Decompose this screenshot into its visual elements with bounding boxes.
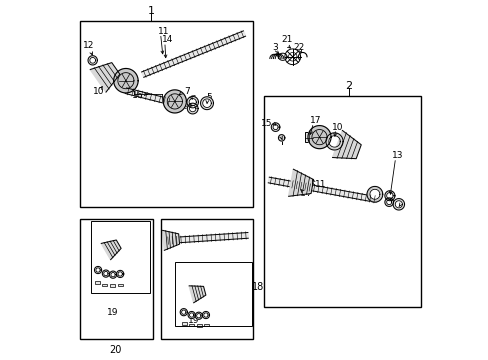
Polygon shape — [384, 198, 393, 206]
Polygon shape — [332, 130, 361, 159]
Polygon shape — [202, 311, 209, 319]
Text: 4: 4 — [398, 201, 404, 210]
Polygon shape — [187, 103, 198, 114]
Polygon shape — [116, 270, 123, 278]
Bar — [80, 21, 253, 207]
Polygon shape — [307, 126, 330, 149]
Polygon shape — [272, 125, 278, 130]
Polygon shape — [118, 272, 122, 276]
Bar — [182, 322, 186, 325]
Text: 11: 11 — [314, 180, 325, 189]
Text: 17: 17 — [309, 116, 321, 125]
Text: 22: 22 — [293, 42, 304, 51]
Bar — [80, 219, 153, 339]
Text: 18: 18 — [251, 282, 264, 292]
Polygon shape — [200, 97, 213, 110]
Bar — [110, 284, 115, 287]
Bar — [197, 324, 201, 327]
Text: 13: 13 — [391, 151, 402, 160]
Bar — [264, 96, 421, 307]
Bar — [102, 284, 107, 287]
Text: 12: 12 — [82, 41, 94, 50]
Polygon shape — [196, 314, 201, 318]
Polygon shape — [384, 191, 394, 201]
Text: 2: 2 — [345, 81, 352, 91]
Polygon shape — [325, 133, 343, 150]
Text: 19: 19 — [106, 308, 118, 317]
Bar — [175, 262, 251, 327]
Bar — [91, 221, 149, 293]
Polygon shape — [189, 313, 193, 317]
Text: 19: 19 — [188, 315, 199, 324]
Polygon shape — [369, 189, 379, 199]
Polygon shape — [394, 201, 402, 208]
Polygon shape — [90, 63, 120, 92]
Polygon shape — [96, 268, 100, 272]
Polygon shape — [268, 177, 376, 202]
Polygon shape — [189, 286, 205, 303]
Polygon shape — [392, 199, 404, 210]
Polygon shape — [203, 99, 211, 108]
Text: 21: 21 — [281, 35, 292, 44]
Text: 12: 12 — [385, 194, 397, 203]
Polygon shape — [103, 271, 108, 276]
Text: 3: 3 — [271, 42, 277, 51]
Text: 10: 10 — [331, 123, 343, 132]
Polygon shape — [88, 56, 97, 65]
Text: 1: 1 — [147, 6, 154, 17]
Polygon shape — [94, 266, 102, 274]
Polygon shape — [386, 193, 392, 199]
Bar — [189, 324, 194, 327]
Polygon shape — [125, 88, 172, 105]
Polygon shape — [165, 233, 248, 244]
Bar — [95, 282, 100, 284]
Polygon shape — [102, 270, 109, 277]
Bar — [118, 284, 122, 287]
Polygon shape — [386, 200, 391, 204]
Polygon shape — [189, 105, 196, 112]
Polygon shape — [142, 31, 245, 77]
Polygon shape — [278, 135, 285, 141]
Polygon shape — [162, 230, 179, 250]
Text: 14: 14 — [300, 189, 311, 198]
Polygon shape — [90, 58, 95, 63]
Bar — [304, 132, 313, 143]
Polygon shape — [328, 136, 340, 147]
Polygon shape — [188, 311, 195, 319]
Text: 20: 20 — [109, 345, 121, 355]
Text: 9: 9 — [183, 102, 188, 111]
Polygon shape — [288, 169, 313, 196]
Bar — [204, 324, 209, 327]
Text: 15: 15 — [260, 119, 272, 128]
Polygon shape — [366, 186, 382, 202]
Polygon shape — [181, 310, 185, 314]
Polygon shape — [186, 96, 198, 108]
Text: 11: 11 — [158, 27, 169, 36]
Text: 5: 5 — [206, 93, 212, 102]
Bar — [160, 219, 253, 339]
Text: 14: 14 — [162, 35, 173, 44]
Text: 6: 6 — [277, 134, 283, 143]
Polygon shape — [271, 123, 279, 131]
Polygon shape — [189, 99, 196, 106]
Text: 10: 10 — [93, 87, 104, 96]
Polygon shape — [101, 240, 121, 260]
Polygon shape — [111, 273, 115, 277]
Polygon shape — [114, 68, 138, 93]
Text: 7: 7 — [183, 87, 189, 96]
Text: 8: 8 — [190, 95, 196, 104]
Polygon shape — [180, 309, 187, 316]
Text: 16: 16 — [132, 91, 143, 100]
Polygon shape — [195, 312, 202, 319]
Polygon shape — [203, 313, 207, 317]
Polygon shape — [109, 271, 116, 278]
Polygon shape — [163, 90, 186, 113]
